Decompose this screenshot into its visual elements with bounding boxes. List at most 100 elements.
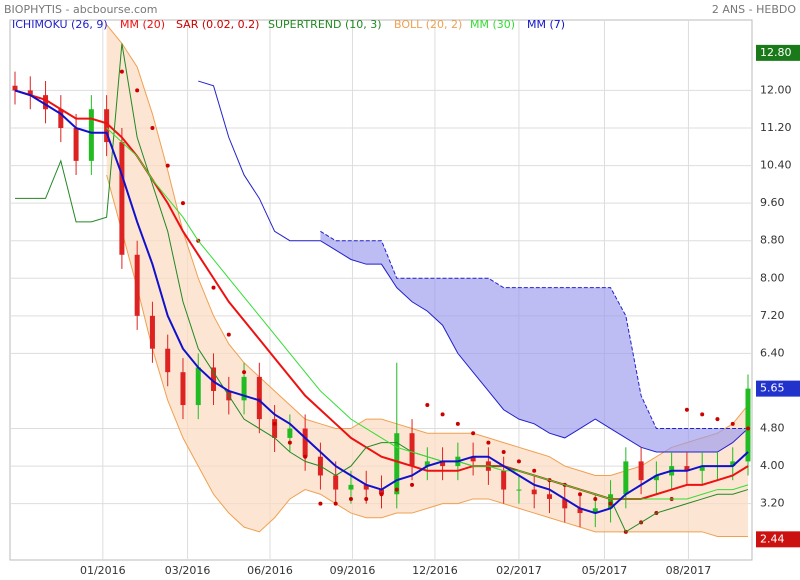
candle-body [180,372,186,406]
legend-entry: ICHIMOKU (26, 9) [12,18,108,31]
indicator-line [14,89,749,515]
x-tick-label: 02/2017 [496,564,542,577]
candle-body [256,376,262,420]
sar-dot [150,126,155,130]
y-tick-label: 6.40 [760,346,785,359]
candle-body [119,142,125,255]
sar-dot [501,450,506,454]
y-tick-label: 4.80 [760,422,785,435]
candle-body [470,456,476,462]
candle-body [608,494,614,509]
y-tick-label: 10.40 [760,159,792,172]
x-tick-label: 09/2016 [330,564,376,577]
sar-dot [410,482,415,487]
candle-body [638,461,644,481]
legend-entry: BOLL (20, 2) [394,18,462,31]
candle-body [165,348,171,373]
sar-dot [394,487,399,492]
x-tick-label: 06/2016 [247,564,293,577]
x-tick-label: 01/2016 [80,564,126,577]
price-marker [756,44,800,61]
chart-title: BIOPHYTIS - abcbourse.com [4,3,157,16]
candle-body [211,367,217,391]
candle-body [195,367,201,406]
x-tick-label: 08/2017 [666,564,712,577]
candle-body [43,95,49,110]
sar-dot [242,370,247,375]
ichimoku-span-a [198,80,749,453]
chart-subtitle: 2 ANS - HEBDO [712,3,796,16]
sar-dot [425,403,430,408]
sar-dot [303,454,308,459]
sar-dot [226,332,231,337]
sar-dot [700,412,705,417]
candle-body [409,433,415,467]
price-marker-label: 2.44 [760,532,785,545]
legend-entry: MM (30) [470,18,515,31]
candle-body [348,484,354,490]
bollinger-lower [106,174,748,538]
sar-dot [593,496,598,501]
sar-dot [364,496,369,501]
y-tick-label: 4.00 [760,459,785,472]
sar-dot [608,501,613,506]
candle-body [745,388,751,462]
candle-body [12,85,18,91]
candle-body [424,461,430,467]
candle-body [730,461,736,467]
price-marker [756,380,800,397]
candle-body [241,376,247,401]
sar-dot [135,88,140,93]
candle-body [134,254,140,316]
legend-entry: SAR (0.02, 0.2) [176,18,259,31]
sar-dot [684,407,689,412]
sar-dot [287,440,292,445]
price-marker [756,531,800,548]
candle-body [577,508,583,514]
candle-body [27,90,33,96]
candle-body [592,508,598,514]
sar-dot [318,501,323,506]
candle-body [333,475,339,490]
price-marker-label: 5.65 [760,382,785,395]
sar-dot [715,417,720,422]
candle-body [531,489,537,495]
plot-frame [9,19,753,561]
legend-entry: SUPERTREND (10, 3) [268,18,382,31]
y-tick-label: 9.60 [760,196,785,209]
sar-dot [379,492,384,497]
candle-body [562,498,568,509]
y-tick-label: 7.20 [760,309,785,322]
y-tick-label: 11.20 [760,121,792,134]
candle-body [272,419,278,438]
x-tick-label: 12/2016 [412,564,458,577]
y-tick-label: 3.20 [760,497,785,510]
sar-dot [119,69,124,74]
legend-entry: MM (7) [527,18,565,31]
candle-body [302,428,308,457]
price-marker-label: 12.80 [760,46,792,59]
y-tick-label: 8.00 [760,271,785,284]
candle-body [699,466,705,471]
sar-dot [440,412,445,417]
sar-dot [165,163,170,168]
candle-body [653,475,659,481]
sar-dot [516,459,521,464]
candle-body [684,466,690,471]
sar-dot [486,440,491,445]
candle-body [623,461,629,495]
indicator-line [15,43,749,533]
y-tick-label: 8.80 [760,234,785,247]
legend-entry: MM (20) [120,18,165,31]
candle-body [88,109,94,161]
candle-body [379,489,384,495]
sar-dot [272,421,277,426]
indicator-line [106,127,749,500]
sar-dot [348,496,353,501]
candle-body [516,489,522,491]
sar-dot [333,501,338,506]
candle-body [363,484,369,490]
ichimoku-span-b [320,230,748,430]
x-tick-label: 05/2017 [582,564,628,577]
